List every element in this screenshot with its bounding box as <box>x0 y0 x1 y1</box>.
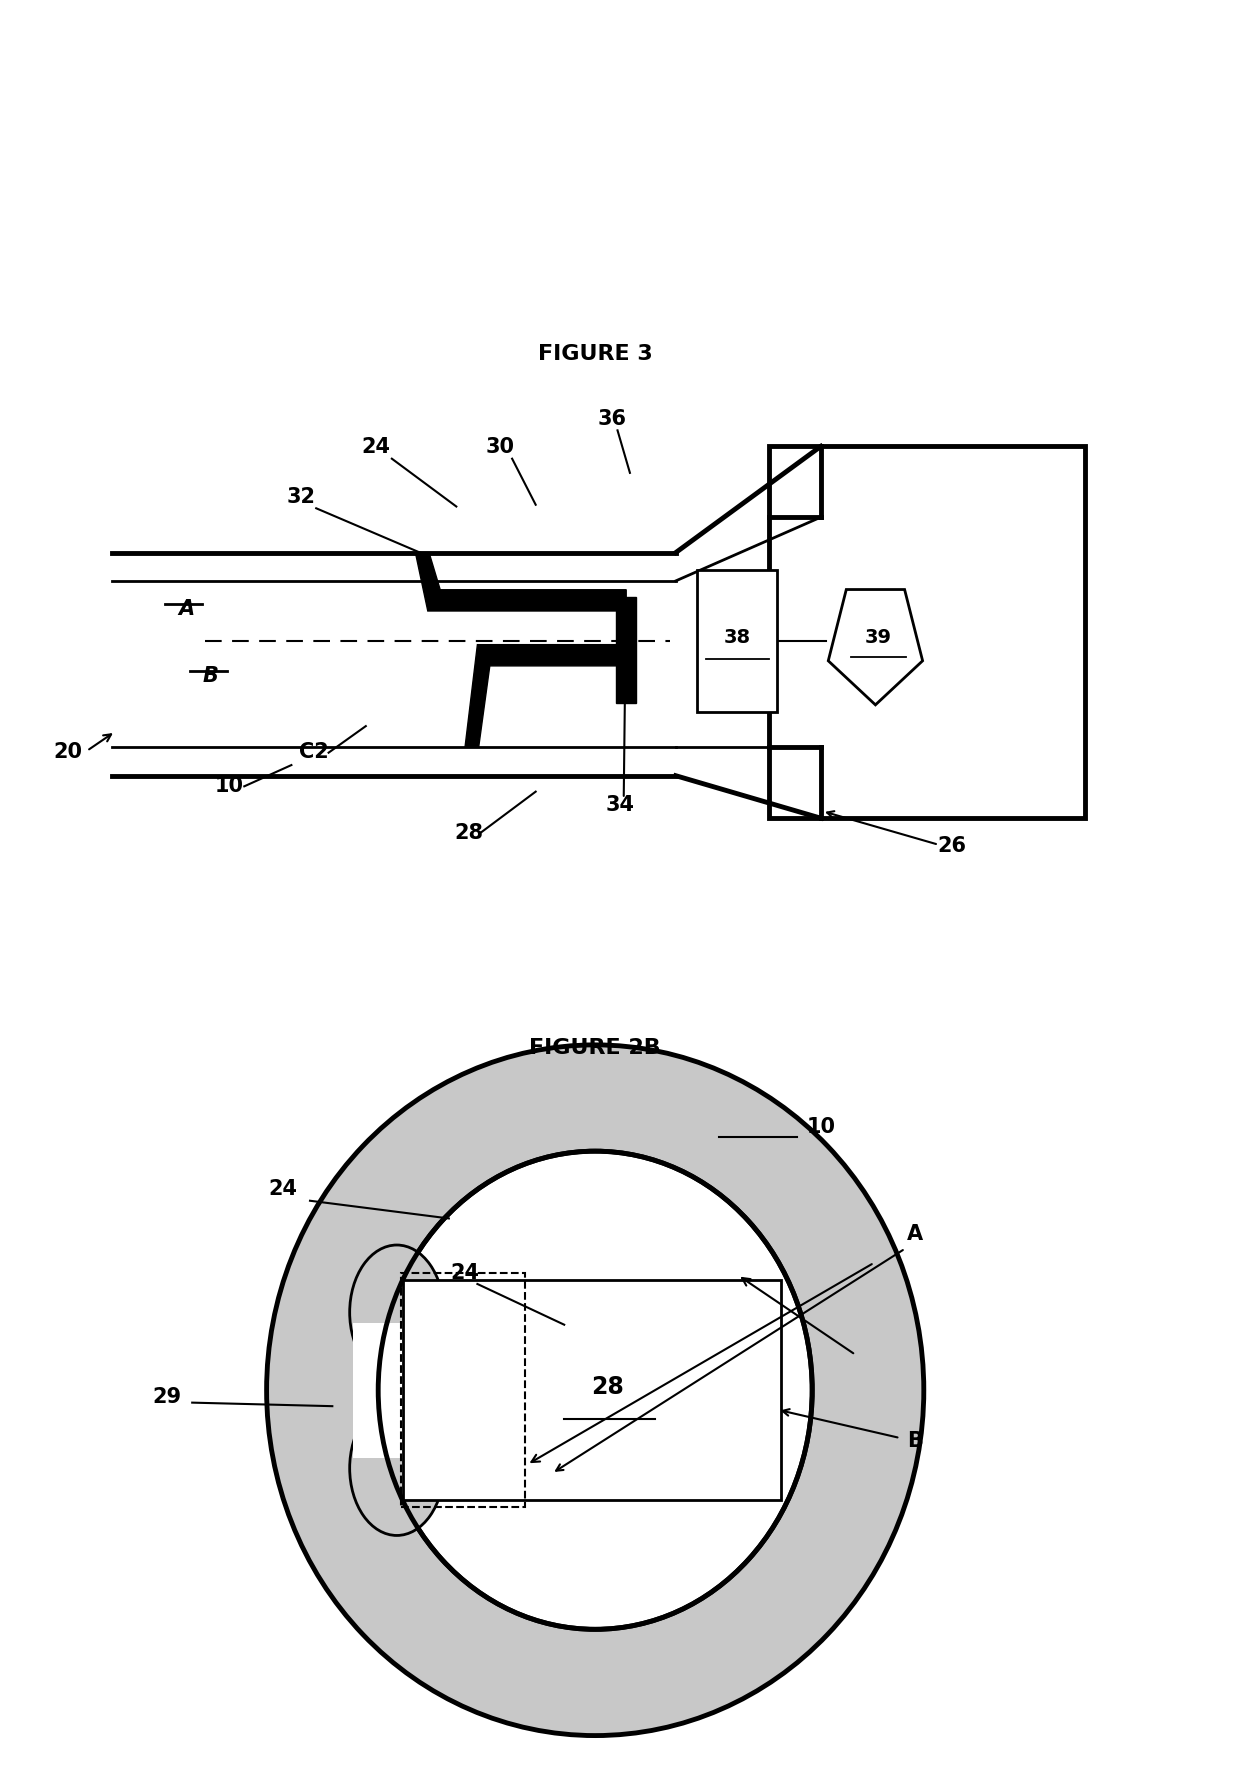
Text: FIGURE 2B: FIGURE 2B <box>529 1038 661 1059</box>
Text: C2: C2 <box>299 742 329 762</box>
Bar <box>616 597 636 703</box>
Text: 36: 36 <box>598 409 627 429</box>
Bar <box>825 452 1081 813</box>
Text: 26: 26 <box>937 836 967 855</box>
Text: 10: 10 <box>806 1118 836 1137</box>
Text: 10: 10 <box>215 776 244 795</box>
Text: 29: 29 <box>153 1387 182 1406</box>
Bar <box>403 1280 781 1500</box>
Text: 30: 30 <box>485 437 515 457</box>
Bar <box>697 570 777 712</box>
Text: B: B <box>908 1431 923 1450</box>
Polygon shape <box>465 645 626 747</box>
Polygon shape <box>828 590 923 705</box>
Bar <box>353 1323 465 1458</box>
Text: B: B <box>203 666 218 685</box>
Polygon shape <box>415 553 626 611</box>
Text: 24: 24 <box>268 1179 298 1199</box>
Text: 24: 24 <box>361 437 391 457</box>
Text: 28: 28 <box>454 824 484 843</box>
Ellipse shape <box>267 1045 924 1736</box>
Text: A: A <box>177 599 195 618</box>
Text: 38: 38 <box>724 629 750 646</box>
Text: 34: 34 <box>605 795 635 815</box>
Ellipse shape <box>378 1151 812 1629</box>
Text: 32: 32 <box>286 487 316 507</box>
Circle shape <box>350 1401 444 1535</box>
Text: A: A <box>906 1224 924 1243</box>
Text: 28: 28 <box>591 1374 624 1399</box>
Text: 20: 20 <box>53 742 83 762</box>
Text: 24: 24 <box>450 1263 480 1282</box>
Bar <box>769 446 1085 818</box>
Text: FIGURE 3: FIGURE 3 <box>538 344 652 365</box>
Circle shape <box>350 1245 444 1380</box>
Text: 39: 39 <box>864 629 892 646</box>
Bar <box>401 1273 525 1507</box>
